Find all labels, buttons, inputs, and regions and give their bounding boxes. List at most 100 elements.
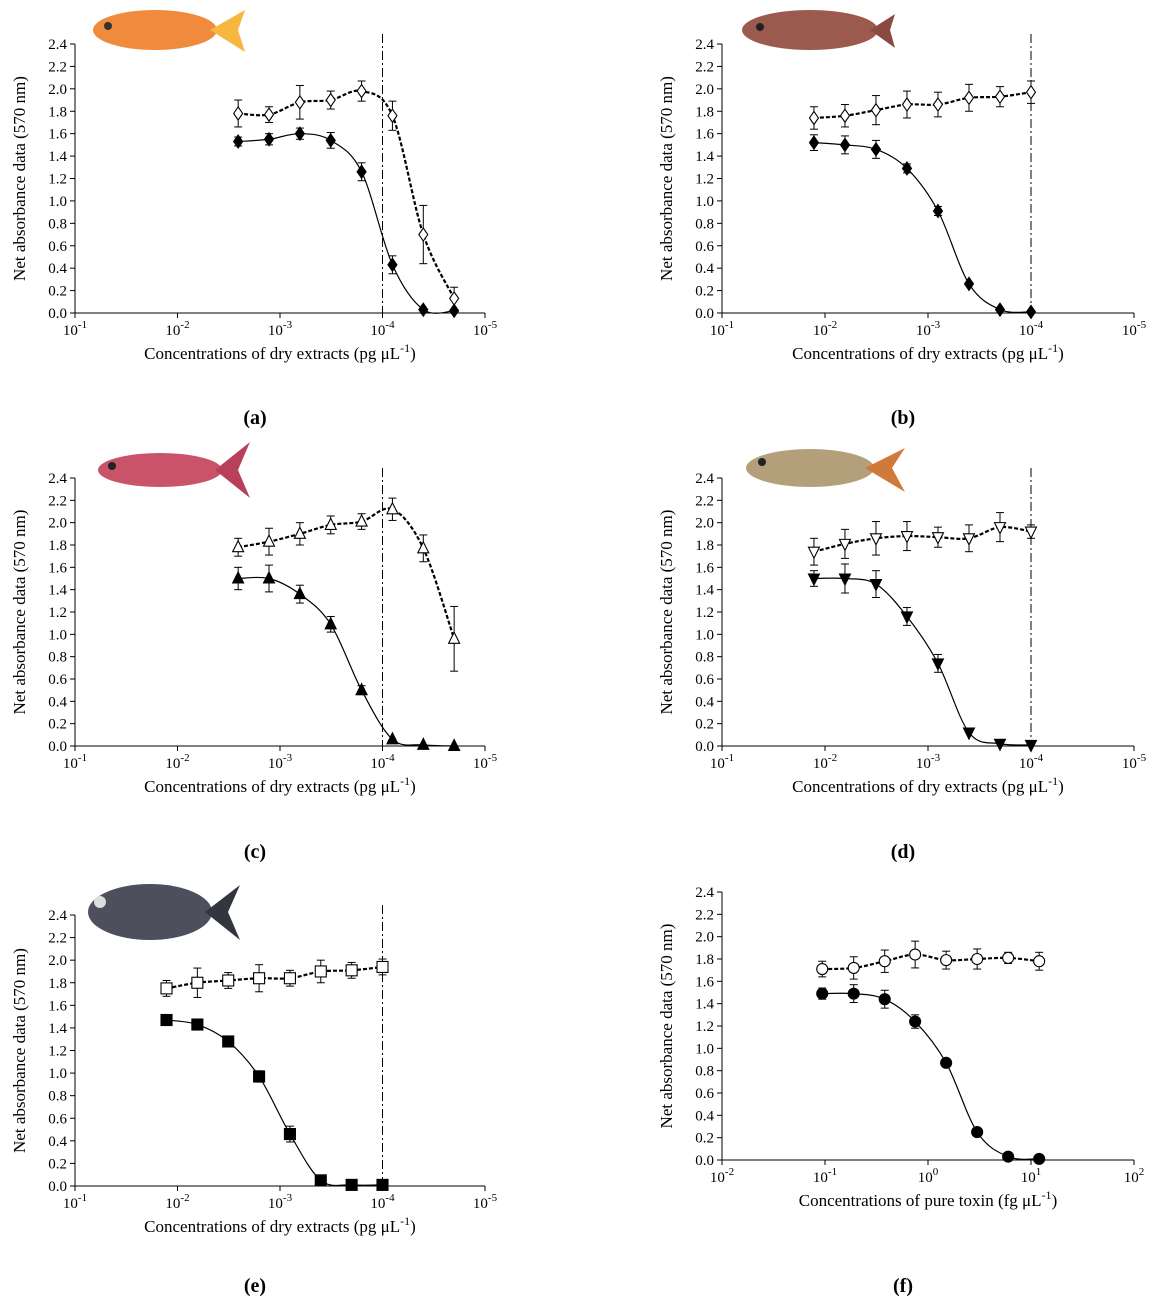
x-tick-base: 10: [916, 323, 931, 339]
y-axis-label: Net absorbance data (570 nm): [657, 510, 676, 715]
y-tick-label: 2.0: [695, 82, 714, 98]
y-tick-label: 2.4: [695, 471, 714, 487]
y-tick-label: 0.2: [48, 1156, 67, 1172]
y-axis-label: Net absorbance data (570 nm): [10, 76, 29, 281]
marker: [1025, 84, 1037, 100]
x-label-sup: -1: [400, 341, 410, 355]
x-label-sup: -1: [1042, 1188, 1052, 1202]
x-label-text: Concentrations of dry extracts (pg μL: [144, 344, 400, 363]
marker: [293, 526, 307, 539]
marker: [448, 290, 460, 306]
y-tick-label: 1.6: [48, 127, 67, 143]
x-axis-label: Concentrations of dry extracts (pg μL-1): [144, 774, 416, 796]
marker: [325, 132, 336, 148]
y-tick-label: 0.0: [48, 1179, 67, 1195]
marker: [932, 97, 944, 112]
x-label-text: Concentrations of pure toxin (fg μL: [799, 1191, 1042, 1210]
x-tick-exponent: -3: [283, 752, 293, 764]
marker: [1002, 1150, 1015, 1163]
x-tick-exponent: -1: [725, 319, 734, 331]
x-tick-label: 10-3: [268, 1192, 293, 1212]
y-tick-label: 1.8: [48, 538, 67, 554]
x-tick-label: 10-2: [165, 1192, 189, 1212]
marker: [847, 961, 860, 974]
y-tick-label: 0.2: [48, 717, 67, 733]
y-tick-label: 0.0: [695, 1153, 714, 1169]
x-label-end: ): [410, 344, 416, 363]
marker: [418, 302, 429, 318]
y-tick-label: 0.6: [48, 239, 67, 255]
x-tick-exponent: -2: [828, 319, 837, 331]
x-tick-exponent: -4: [1034, 319, 1044, 331]
x-tick-label: 10-2: [165, 752, 189, 772]
x-tick-exponent: -3: [931, 319, 941, 331]
marker: [314, 1174, 327, 1187]
x-label-sup: -1: [1048, 341, 1058, 355]
marker: [1033, 955, 1046, 968]
x-tick-label: 10-4: [370, 319, 395, 339]
marker: [232, 134, 244, 149]
y-tick-label: 1.8: [695, 538, 714, 554]
x-tick-base: 10: [813, 323, 828, 339]
x-tick-label: 10-3: [268, 752, 293, 772]
y-tick-label: 1.4: [48, 149, 67, 165]
y-tick-label: 1.0: [695, 194, 714, 210]
marker: [931, 658, 945, 672]
y-tick-label: 0.6: [48, 672, 67, 688]
x-tick-base: 10: [370, 323, 385, 339]
y-tick-label: 1.6: [48, 560, 67, 576]
x-tick-label: 101: [1021, 1166, 1042, 1186]
y-tick-label: 0.4: [48, 694, 67, 710]
marker: [1024, 526, 1038, 540]
marker: [940, 954, 953, 967]
y-tick-label: 2.2: [695, 59, 714, 75]
panel: 0.0 0.2 0.4 0.6 0.8 1.0 1.2 1.4 1.6 1.8 2.0 2.2 2.4 1…: [657, 468, 1147, 863]
y-tick-label: 0.0: [48, 306, 67, 322]
marker: [294, 94, 306, 110]
panel: 0.0 0.2 0.4 0.6 0.8 1.0 1.2 1.4 1.6 1.8 2.0 2.2 2.4 1…: [10, 905, 498, 1297]
marker: [262, 533, 276, 547]
marker: [901, 97, 913, 112]
fish-d: [746, 448, 905, 492]
x-tick-base: 10: [63, 1196, 78, 1212]
y-tick-label: 1.0: [48, 627, 67, 643]
fish-a: [93, 10, 245, 52]
marker: [816, 962, 829, 976]
marker: [963, 90, 975, 106]
panel: 0.0 0.2 0.4 0.6 0.8 1.0 1.2 1.4 1.6 1.8 2.0 2.2 2.4 1…: [657, 885, 1144, 1297]
marker: [386, 501, 399, 515]
y-tick-label: 1.6: [48, 998, 67, 1014]
marker: [870, 102, 882, 118]
y-tick-label: 1.2: [48, 605, 67, 621]
y-tick-label: 2.0: [48, 516, 67, 532]
marker: [971, 1126, 984, 1139]
marker: [878, 955, 891, 968]
x-tick-base: 10: [1021, 1170, 1036, 1186]
marker: [293, 586, 307, 600]
marker: [838, 538, 852, 552]
x-label-text: Concentrations of dry extracts (pg μL: [144, 777, 400, 796]
marker: [962, 727, 976, 741]
y-tick-label: 0.6: [48, 1111, 67, 1127]
marker: [839, 137, 851, 153]
y-tick-label: 1.6: [695, 560, 714, 576]
panel-label: (e): [244, 1275, 266, 1297]
x-tick-base: 10: [710, 1170, 725, 1186]
x-tick-base: 10: [1019, 323, 1034, 339]
x-tick-exponent: -4: [1034, 752, 1044, 764]
marker: [253, 1070, 266, 1083]
x-tick-label: 10-4: [1019, 752, 1044, 772]
x-tick-exponent: 1: [1036, 1166, 1042, 1178]
x-tick-label: 10-2: [165, 319, 189, 339]
x-tick-base: 10: [268, 756, 283, 772]
y-tick-label: 2.2: [48, 493, 67, 509]
y-tick-label: 0.4: [48, 1134, 67, 1150]
y-tick-label: 0.6: [695, 1086, 714, 1102]
marker: [283, 1128, 296, 1141]
marker: [962, 533, 976, 547]
x-tick-base: 10: [916, 756, 931, 772]
y-tick-label: 1.2: [48, 1044, 67, 1060]
y-tick-label: 0.2: [48, 284, 67, 300]
x-tick-exponent: -2: [828, 752, 837, 764]
x-tick-label: 10-3: [268, 319, 293, 339]
